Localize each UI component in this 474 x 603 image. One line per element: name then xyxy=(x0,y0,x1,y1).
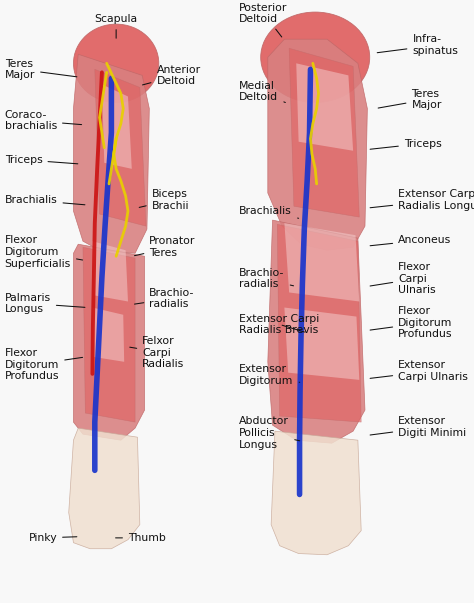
Ellipse shape xyxy=(73,24,159,103)
Text: Brachialis: Brachialis xyxy=(239,206,299,218)
Text: Extensor Carpi
Radialis Longus: Extensor Carpi Radialis Longus xyxy=(370,189,474,211)
Text: Brachio-
radialis: Brachio- radialis xyxy=(239,268,293,289)
Ellipse shape xyxy=(261,12,370,103)
Text: Felxor
Carpi
Radialis: Felxor Carpi Radialis xyxy=(130,336,184,370)
Polygon shape xyxy=(92,308,124,362)
Text: Abductor
Pollicis
Longus: Abductor Pollicis Longus xyxy=(239,416,300,450)
Text: Thumb: Thumb xyxy=(116,533,166,543)
Text: Teres
Major: Teres Major xyxy=(378,89,442,110)
Text: Anconeus: Anconeus xyxy=(370,235,451,246)
Polygon shape xyxy=(284,223,359,302)
Text: Flexor
Digitorum
Superficialis: Flexor Digitorum Superficialis xyxy=(5,235,82,269)
Polygon shape xyxy=(268,220,365,443)
Text: Flexor
Digitorum
Profundus: Flexor Digitorum Profundus xyxy=(5,348,82,382)
Polygon shape xyxy=(289,48,359,217)
Text: Coraco-
brachialis: Coraco- brachialis xyxy=(5,110,82,131)
Text: Scapula: Scapula xyxy=(95,14,137,38)
Text: Biceps
Brachii: Biceps Brachii xyxy=(139,189,189,211)
Text: Triceps: Triceps xyxy=(5,155,78,165)
Text: Medial
Deltoid: Medial Deltoid xyxy=(239,81,285,103)
Text: Infra-
spinatus: Infra- spinatus xyxy=(377,34,458,56)
Text: Palmaris
Longus: Palmaris Longus xyxy=(5,292,85,314)
Polygon shape xyxy=(271,431,361,555)
Polygon shape xyxy=(73,244,145,440)
Text: Pinky: Pinky xyxy=(28,533,77,543)
Text: Anterior
Deltoid: Anterior Deltoid xyxy=(143,65,201,86)
Polygon shape xyxy=(102,84,132,169)
Text: Brachialis: Brachialis xyxy=(5,195,85,205)
Text: Triceps: Triceps xyxy=(370,139,442,150)
Text: Teres
Major: Teres Major xyxy=(5,58,77,80)
Text: Pronator
Teres: Pronator Teres xyxy=(135,236,196,258)
Polygon shape xyxy=(277,224,361,422)
Text: Extensor Carpi
Radialis Brevis: Extensor Carpi Radialis Brevis xyxy=(239,314,319,335)
Polygon shape xyxy=(83,247,135,422)
Text: Flexor
Digitorum
Profundus: Flexor Digitorum Profundus xyxy=(370,306,453,339)
Text: Posterior
Deltoid: Posterior Deltoid xyxy=(239,2,288,37)
Text: Extensor
Digiti Minimi: Extensor Digiti Minimi xyxy=(370,416,466,438)
Polygon shape xyxy=(69,428,140,549)
Polygon shape xyxy=(296,63,353,151)
Polygon shape xyxy=(95,69,146,226)
Text: Flexor
Carpi
Ulnaris: Flexor Carpi Ulnaris xyxy=(370,262,436,295)
Polygon shape xyxy=(284,308,359,380)
Text: Extensor
Carpi Ulnaris: Extensor Carpi Ulnaris xyxy=(370,360,468,382)
Text: Brachio-
radialis: Brachio- radialis xyxy=(135,288,195,309)
Polygon shape xyxy=(268,39,367,250)
Text: Extensor
Digitorum: Extensor Digitorum xyxy=(239,364,300,386)
Polygon shape xyxy=(73,54,149,253)
Polygon shape xyxy=(92,241,128,302)
